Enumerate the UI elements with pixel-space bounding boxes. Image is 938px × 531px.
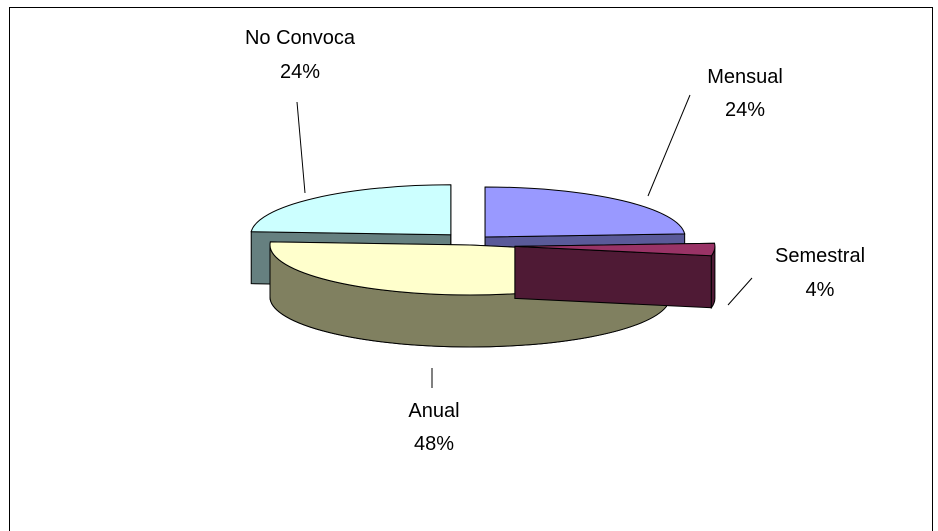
slice-wall-1	[514, 245, 712, 309]
slice-top	[514, 242, 716, 257]
label-pct-0: 24%	[725, 99, 765, 121]
label-name-2: Anual	[408, 400, 459, 422]
leader-lines	[296, 94, 753, 388]
label-name-3: No Convoca	[245, 27, 356, 49]
slice-top	[250, 184, 452, 236]
slice-labels: Mensual 24% Semestral 4% Anual 48% No Co…	[245, 27, 865, 455]
label-name-0: Mensual	[707, 66, 783, 88]
label-pct-2: 48%	[414, 433, 454, 455]
label-pct-1: 4%	[806, 279, 835, 301]
slice-top	[484, 186, 686, 238]
leader-line-0	[647, 94, 691, 197]
leader-line-3	[296, 101, 306, 194]
leader-line-1	[727, 277, 753, 306]
label-name-1: Semestral	[775, 245, 865, 267]
pie-sides	[250, 184, 716, 348]
label-pct-3: 24%	[280, 61, 320, 83]
slice-semestral	[514, 242, 716, 310]
